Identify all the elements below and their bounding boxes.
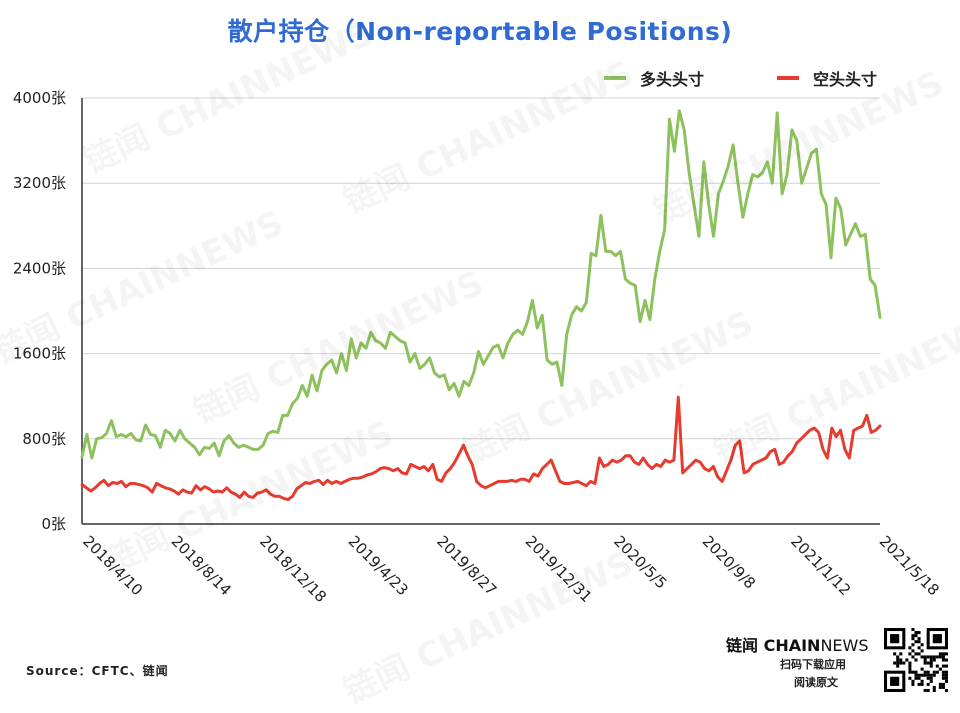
chart-title: 散户持仓（Non-reportable Positions) (227, 17, 733, 46)
y-tick-label: 2400张 (13, 259, 66, 277)
brand-text-light: NEWS (820, 636, 869, 655)
legend-label-short: 空头头寸 (813, 70, 878, 89)
x-tick-label: 2019/4/23 (345, 532, 412, 599)
series-line-short (80, 395, 882, 501)
x-tick-label: 2019/8/27 (433, 532, 500, 599)
x-tick-label: 2021/5/18 (876, 532, 943, 599)
brand-logo: 链闻 CHAINNEWS (726, 632, 869, 656)
x-tick-label: 2018/4/10 (79, 532, 146, 599)
qr-code-icon[interactable] (884, 628, 948, 692)
source-note: Source：CFTC、链闻 (26, 664, 169, 678)
x-tick-label: 2020/9/8 (699, 532, 759, 592)
legend-swatch-short (777, 76, 799, 80)
y-tick-label: 0张 (41, 515, 66, 533)
slogan-line-1: 扫码下载应用 (780, 658, 846, 671)
x-tick-label: 2019/12/31 (522, 532, 596, 606)
x-tick-label: 2018/12/18 (256, 532, 330, 606)
brand-text-bold: 链闻 CHAIN (726, 636, 821, 655)
series-line-long (80, 109, 882, 460)
x-tick-label: 2018/8/14 (168, 532, 235, 599)
y-tick-label: 3200张 (13, 174, 66, 192)
legend-item-long: 多头头寸 (604, 66, 704, 90)
legend-label-long: 多头头寸 (640, 70, 705, 89)
legend-item-short: 空头头寸 (777, 66, 877, 90)
y-tick-label: 1600张 (13, 345, 66, 363)
x-tick-label: 2020/5/5 (610, 532, 670, 592)
slogan-line-2: 阅读原文 (794, 676, 838, 689)
y-tick-label: 800张 (22, 430, 66, 448)
x-tick-label: 2021/1/12 (787, 532, 854, 599)
legend-swatch-long (604, 76, 626, 80)
y-tick-label: 4000张 (13, 89, 66, 107)
